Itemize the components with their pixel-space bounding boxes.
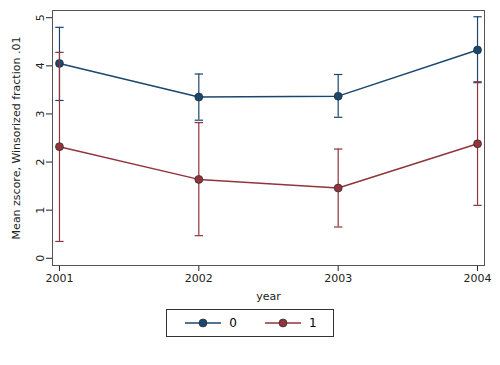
svg-text:2002: 2002	[185, 272, 213, 285]
svg-text:3: 3	[34, 110, 47, 117]
svg-text:2001: 2001	[45, 272, 73, 285]
svg-text:2004: 2004	[464, 272, 492, 285]
svg-text:year: year	[256, 290, 281, 303]
svg-text:Mean zscore, Winsorized fracti: Mean zscore, Winsorized fraction .01	[10, 37, 23, 240]
svg-text:2003: 2003	[324, 272, 352, 285]
svg-text:0: 0	[34, 255, 47, 262]
svg-text:2: 2	[34, 159, 47, 166]
html-text:1: 1	[309, 316, 317, 330]
svg-text:5: 5	[34, 14, 47, 21]
svg-text:4: 4	[34, 62, 47, 69]
html-text:0: 0	[229, 316, 237, 330]
svg-text:1: 1	[34, 207, 47, 214]
